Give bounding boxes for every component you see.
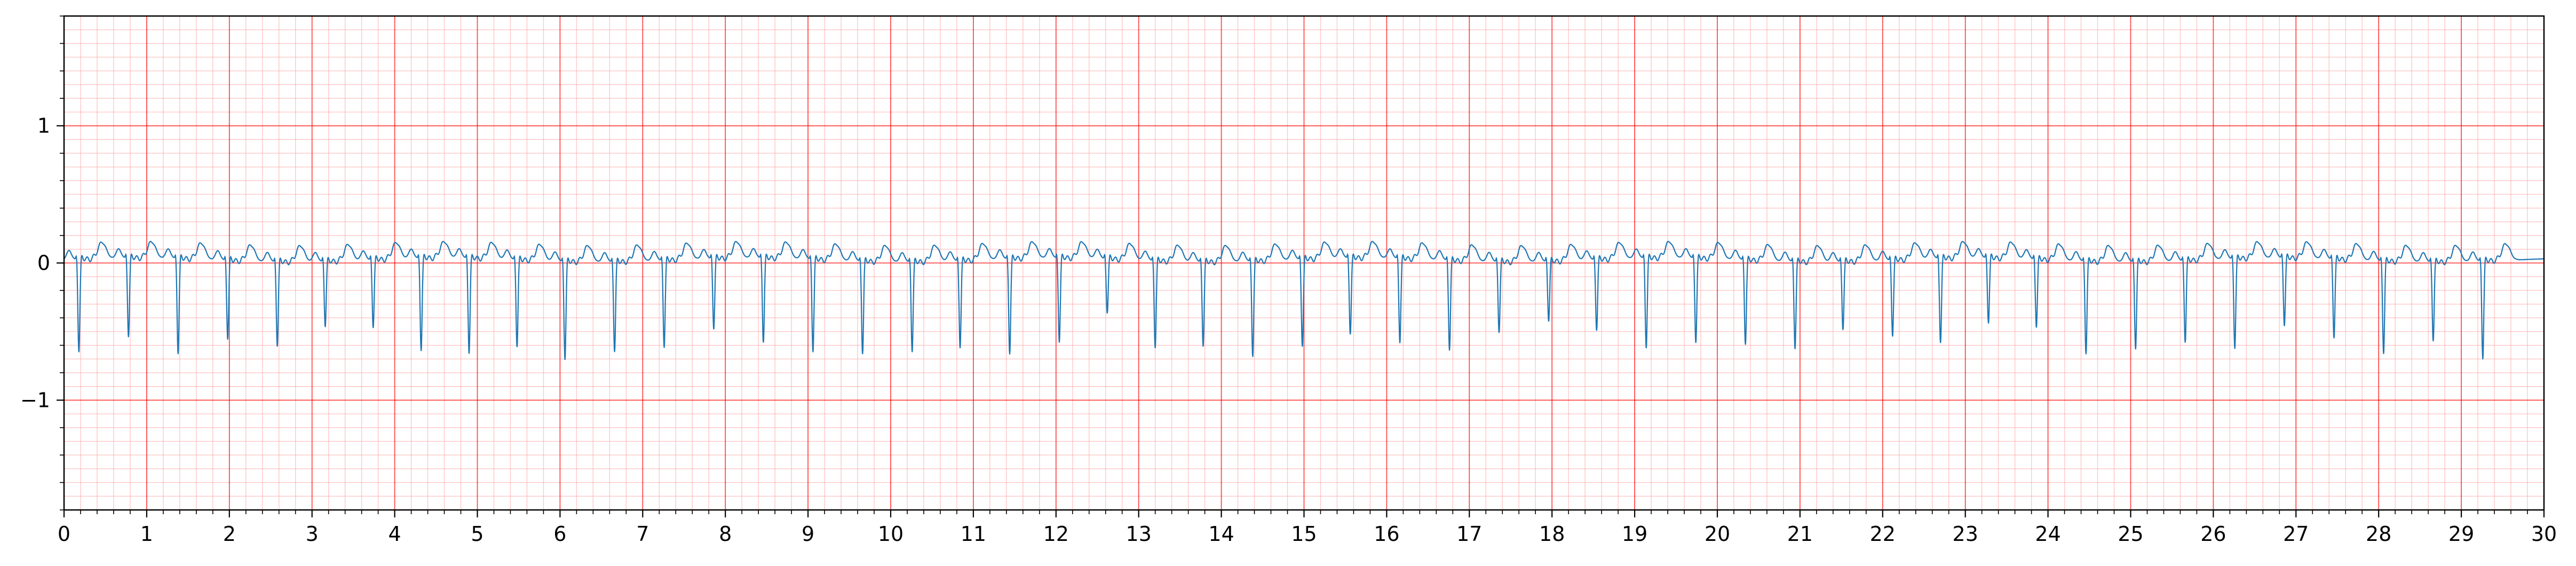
x-tick-label: 30 xyxy=(2531,522,2557,546)
y-tick-label: −1 xyxy=(20,388,50,412)
x-tick-label: 29 xyxy=(2448,522,2474,546)
x-tick-label: 10 xyxy=(878,522,903,546)
x-axis-ticks: 0 1 2 3 4 5 6 7 8 9 10 11 12 13 14 15 16 17 18 19 20 21 22 23 24… xyxy=(58,510,2557,546)
x-tick-label: 2 xyxy=(223,522,236,546)
x-tick-label: 11 xyxy=(961,522,986,546)
x-tick-label: 22 xyxy=(1870,522,1896,546)
x-tick-label: 28 xyxy=(2366,522,2391,546)
x-tick-label: 24 xyxy=(2035,522,2060,546)
x-tick-label: 16 xyxy=(1374,522,1399,546)
x-tick-label: 15 xyxy=(1291,522,1317,546)
x-tick-label: 13 xyxy=(1126,522,1152,546)
x-tick-label: 9 xyxy=(802,522,814,546)
x-tick-label: 18 xyxy=(1539,522,1565,546)
y-axis-ticks: −1 0 1 xyxy=(20,15,64,510)
x-tick-label: 20 xyxy=(1705,522,1730,546)
x-tick-label: 26 xyxy=(2200,522,2226,546)
x-tick-label: 7 xyxy=(636,522,649,546)
y-tick-label: 1 xyxy=(37,114,50,138)
x-tick-label: 4 xyxy=(389,522,401,546)
ecg-signal-line xyxy=(64,241,2544,360)
x-tick-label: 0 xyxy=(58,522,70,546)
x-tick-label: 5 xyxy=(471,522,484,546)
x-tick-label: 8 xyxy=(719,522,732,546)
x-tick-label: 17 xyxy=(1456,522,1482,546)
x-tick-label: 6 xyxy=(553,522,566,546)
x-tick-label: 21 xyxy=(1787,522,1813,546)
x-tick-label: 14 xyxy=(1208,522,1234,546)
x-tick-label: 25 xyxy=(2118,522,2143,546)
x-tick-label: 1 xyxy=(140,522,153,546)
x-tick-label: 27 xyxy=(2283,522,2309,546)
x-tick-label: 19 xyxy=(1622,522,1647,546)
signal-layer xyxy=(64,241,2544,360)
x-tick-label: 23 xyxy=(1953,522,1978,546)
y-tick-label: 0 xyxy=(37,251,50,275)
x-tick-label: 3 xyxy=(306,522,319,546)
x-tick-label: 12 xyxy=(1043,522,1069,546)
